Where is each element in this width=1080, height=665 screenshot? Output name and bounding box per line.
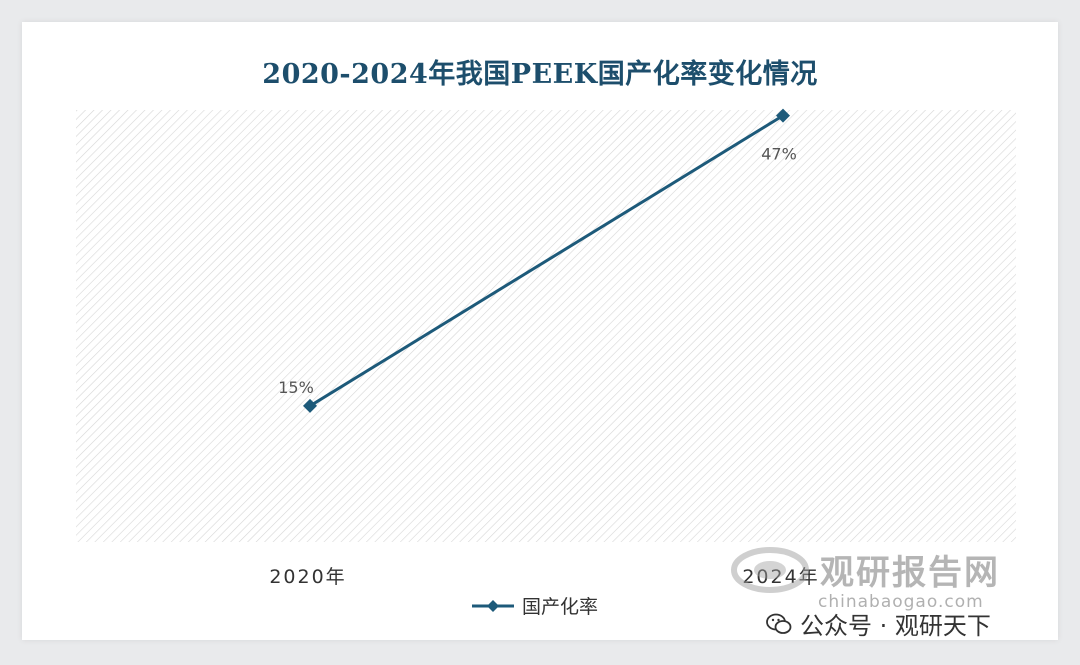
data-label: 15% bbox=[278, 378, 314, 397]
x-tick-label: 2020年 bbox=[269, 566, 346, 588]
watermark-account-text: 公众号 · 观研天下 bbox=[800, 612, 991, 640]
watermark-logo-icon bbox=[728, 540, 818, 604]
data-point-marker bbox=[776, 108, 790, 123]
data-point-marker bbox=[303, 398, 317, 413]
chart-title: 2020-2024年我国PEEK国产化率变化情况 bbox=[262, 59, 818, 90]
watermark-url: chinabaogao.com bbox=[818, 592, 984, 612]
legend-marker bbox=[487, 600, 499, 612]
plot-area bbox=[76, 110, 1016, 542]
data-label: 47% bbox=[761, 145, 797, 164]
wechat-icon bbox=[766, 611, 792, 637]
watermark-brand: 观研报告网 bbox=[820, 553, 1000, 593]
legend-label: 国产化率 bbox=[522, 596, 598, 618]
watermark-account: 公众号 · 观研天下 bbox=[766, 606, 991, 641]
series-line bbox=[309, 114, 784, 408]
